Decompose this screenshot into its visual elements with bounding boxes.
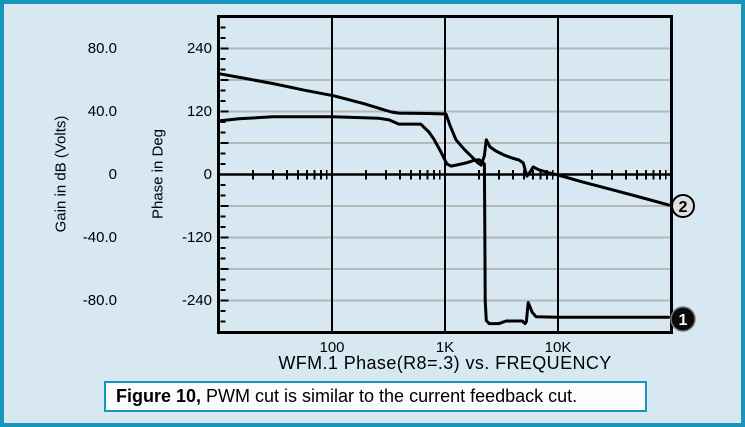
phase-curve[interactable] xyxy=(217,115,670,326)
marker-1-label: 1 xyxy=(679,312,688,329)
frequency-tick-label: 1K xyxy=(435,339,455,356)
gain-tick-labels: 80.0 40.0 0 -40.0 -80.0 xyxy=(4,4,117,344)
phase-minor-ticks xyxy=(220,26,229,323)
frequency-minor-ticks xyxy=(252,170,667,180)
phase-tick-label: -120 xyxy=(181,228,212,246)
gain-curve[interactable] xyxy=(217,72,671,207)
phase-tick-label: 120 xyxy=(186,102,212,120)
gain-tick-label: 80.0 xyxy=(87,39,117,57)
figure-caption-text: PWM cut is similar to the current feedba… xyxy=(201,386,578,406)
figure-caption-number: Figure 10, xyxy=(116,386,202,406)
gain-tick-label: -80.0 xyxy=(82,291,117,309)
phase-tick-label: 240 xyxy=(186,39,212,57)
figure-caption: Figure 10, PWM cut is similar to the cur… xyxy=(104,381,647,412)
frequency-tick-label: 10K xyxy=(544,339,572,356)
plot-border xyxy=(217,15,673,334)
gain-tick-label: -40.0 xyxy=(82,228,117,246)
marker-2-label: 2 xyxy=(679,199,688,216)
bode-plot: 2 1 xyxy=(217,15,696,334)
gain-tick-label: 40.0 xyxy=(87,102,117,120)
waveform-marker-2[interactable]: 2 xyxy=(671,194,695,218)
phase-tick-labels: 240 120 0 -120 -240 xyxy=(4,4,212,344)
phase-tick-label: -240 xyxy=(181,291,212,309)
waveform-marker-1[interactable]: 1 xyxy=(670,306,696,332)
phase-tick-label: 0 xyxy=(203,165,212,183)
gain-tick-label: 0 xyxy=(108,165,117,183)
frequency-tick-label: 100 xyxy=(319,339,345,356)
x-axis-title: WFM.1 Phase(R8=.3) vs. FREQUENCY xyxy=(278,353,612,373)
